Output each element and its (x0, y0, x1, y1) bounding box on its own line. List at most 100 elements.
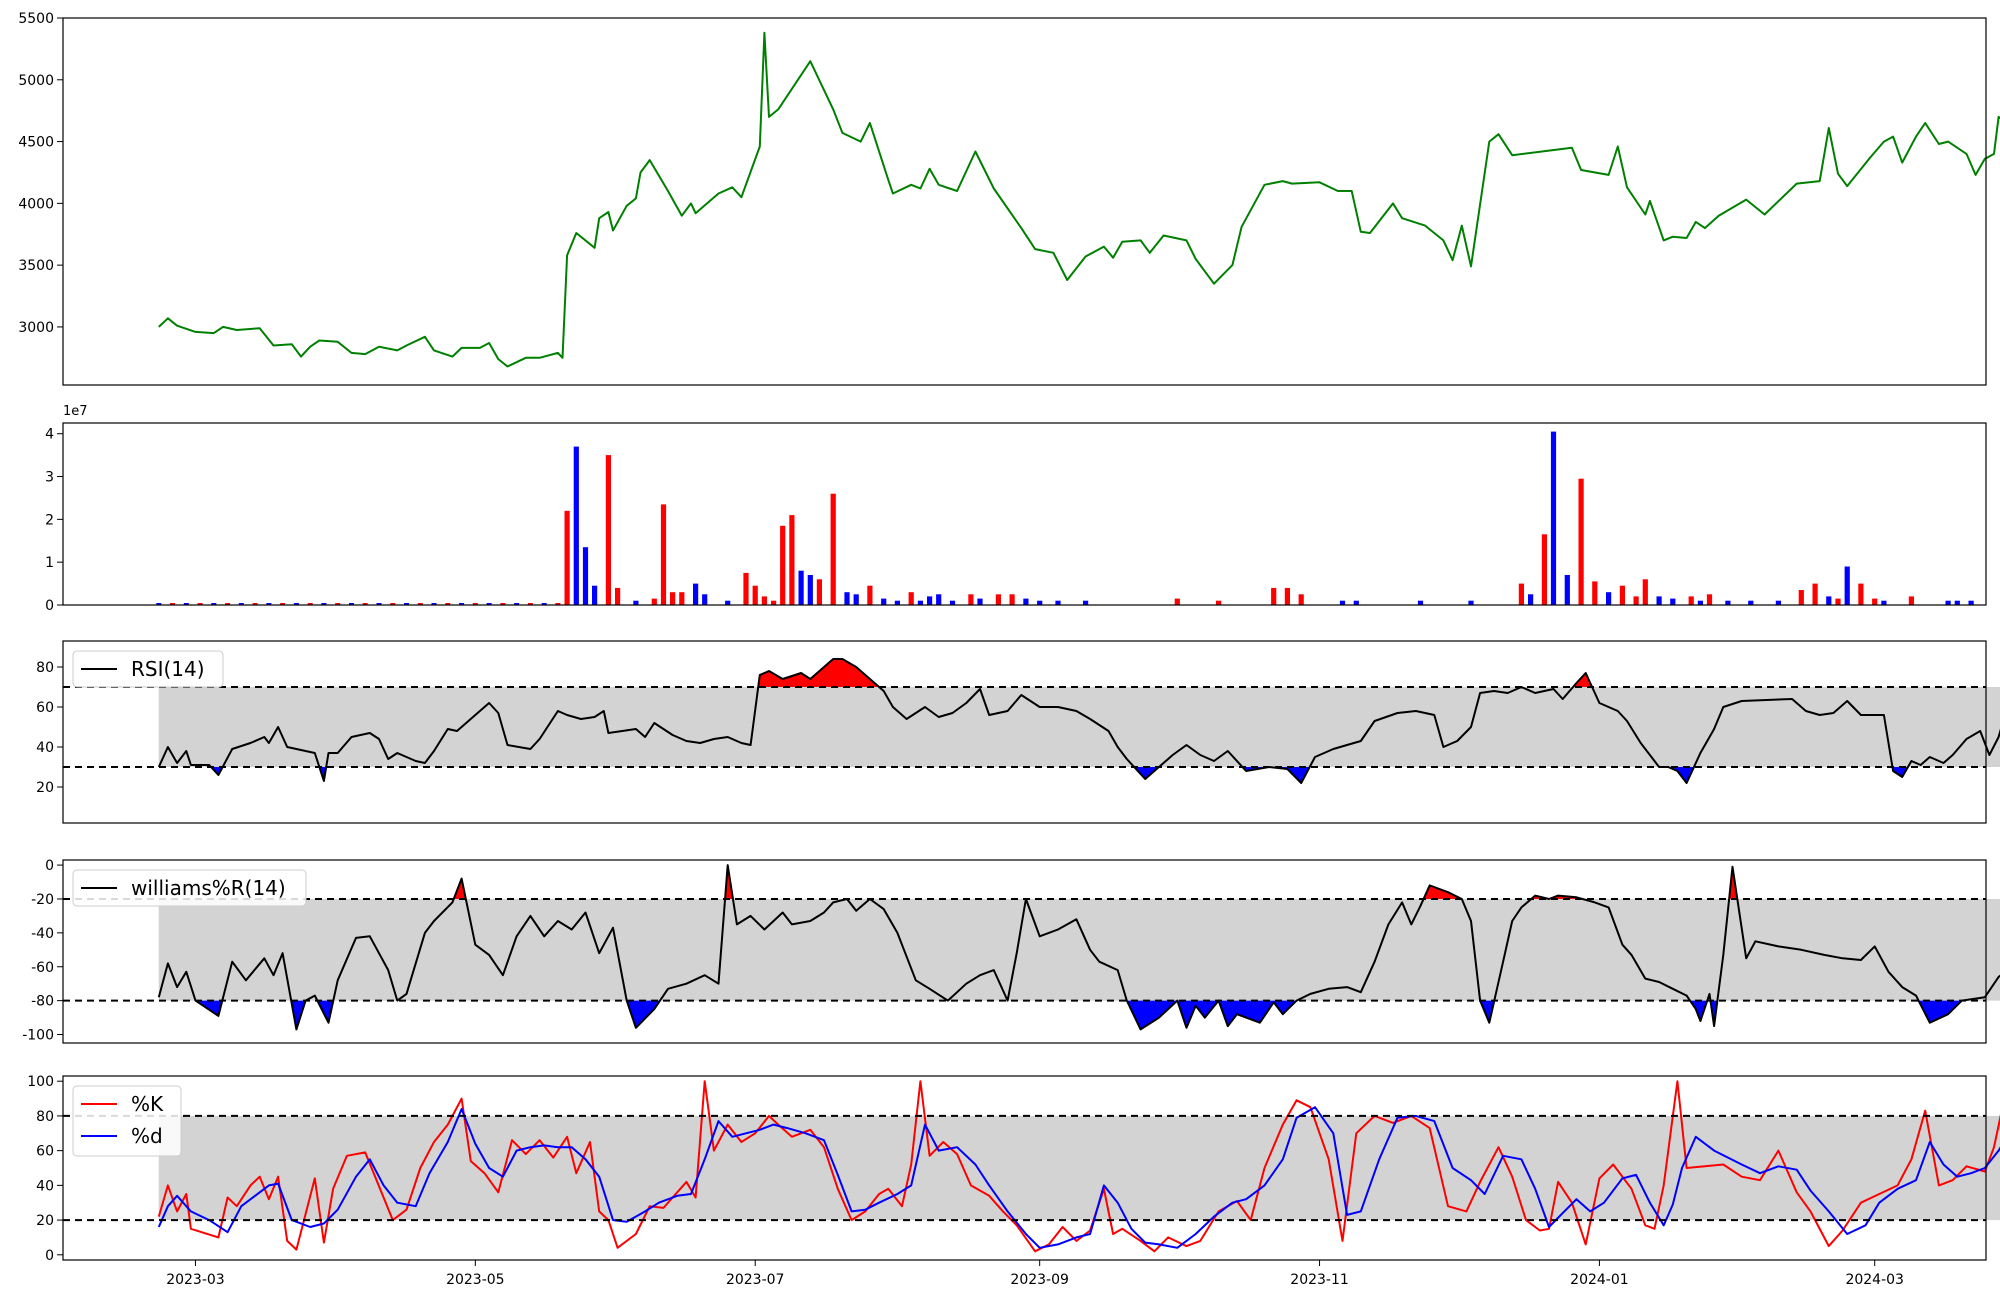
volume-bar (1908, 596, 1914, 605)
oversold-fill-6 (1892, 767, 1908, 777)
oversold-fill-6 (1218, 1000, 1297, 1027)
-d-line (157, 1106, 2000, 1249)
panel-5: 0 20 40 60 80 100 %K %d 2023-03 2023-05 2023-07 202… (27, 1074, 2000, 1288)
volume-bar (917, 600, 923, 605)
volume-bar (1656, 596, 1662, 605)
volume-bar (1619, 585, 1625, 605)
volume-bar (1872, 598, 1878, 605)
panel-1: 3000 3500 4000 4500 5000 5500 (18, 11, 2000, 386)
volume-bar (238, 603, 244, 605)
legend: RSI(14) (72, 650, 224, 688)
legend-label: %d (131, 1124, 163, 1148)
volume-bar (390, 603, 396, 605)
volume-bar (949, 600, 956, 605)
oversold-fill-10 (1918, 1000, 1962, 1023)
y-tick-label: 5000 (18, 73, 54, 89)
volume-bar (404, 603, 409, 605)
volume-bar (573, 446, 579, 605)
volume-bar (605, 455, 611, 605)
volume-bar (1592, 581, 1598, 605)
overbought-fill-1 (1573, 673, 1593, 687)
volume-bar (156, 603, 162, 605)
neutral-band (158, 898, 2000, 1001)
volume-bar (564, 510, 570, 605)
volume-bar (1968, 600, 1974, 605)
volume-bar (335, 603, 341, 605)
volume-bar (1417, 600, 1424, 605)
y-tick-label: 0 (45, 1248, 54, 1264)
y-tick-label: 3500 (18, 258, 54, 274)
volume-bar (1271, 587, 1277, 605)
volume-bar (197, 603, 203, 605)
volume-bar (252, 603, 258, 605)
volume-bar (280, 603, 286, 605)
volume-bar (527, 603, 533, 605)
volume-bar (1826, 596, 1832, 605)
volume-bar (807, 575, 813, 605)
volume-bar (459, 603, 465, 605)
volume-bar (1642, 579, 1648, 605)
volume-bar (936, 594, 942, 605)
volume-bar (908, 592, 914, 605)
legend-label: RSI(14) (131, 657, 205, 681)
volume-bar (1688, 596, 1694, 605)
oversold-fill-5 (1177, 1000, 1219, 1028)
x-tick-label: 2023-07 (726, 1272, 785, 1288)
y-tick-label: -40 (31, 926, 54, 942)
volume-bar (321, 603, 327, 605)
volume-bar (293, 603, 299, 605)
volume-bar (1298, 594, 1304, 605)
volume-bar (1174, 598, 1180, 605)
y-tick-label: 60 (36, 700, 54, 716)
volume-bar (1725, 600, 1731, 605)
volume-bar (1353, 600, 1359, 605)
volume-bar (670, 592, 676, 605)
y-tick-label: 0 (45, 598, 54, 614)
volume-bar (472, 603, 478, 605)
volume-bar (702, 594, 708, 605)
volume-bar (1858, 583, 1864, 605)
volume-bar (881, 598, 887, 605)
legend: %K %d (72, 1085, 182, 1157)
volume-bar (798, 570, 804, 605)
axes-frame (62, 17, 1987, 386)
volume-bar (651, 598, 657, 605)
volume-bar (582, 547, 589, 605)
volume-bar (679, 592, 685, 605)
volume-bar (1468, 600, 1474, 605)
axes-frame (62, 640, 1987, 824)
volume-bar (1775, 600, 1781, 605)
panel-3: 20 40 60 80 RSI(14) (36, 640, 2000, 824)
y-tick-label: -20 (31, 892, 54, 908)
oversold-fill-2 (1134, 767, 1159, 779)
y-tick-label: 80 (36, 1109, 54, 1125)
volume-bar (514, 603, 520, 605)
neutral-band (158, 1115, 2000, 1221)
volume-bar (211, 603, 217, 605)
volume-bar (500, 603, 506, 605)
volume-bar (592, 585, 598, 605)
y-tick-label: 80 (36, 660, 54, 676)
volume-bar (307, 603, 313, 605)
volume-bar (1055, 600, 1061, 605)
volume-bar (615, 587, 621, 605)
y-tick-label: 3 (45, 470, 54, 486)
neutral-band (158, 687, 2000, 767)
volume-bar (1748, 600, 1754, 605)
volume-bar (225, 603, 231, 605)
volume-bar (1881, 600, 1887, 605)
-k-line (157, 1080, 2000, 1253)
y-tick-label: 20 (36, 780, 54, 796)
volume-bar (1812, 583, 1818, 605)
price-line (158, 31, 2000, 368)
volume-bar (555, 603, 561, 605)
x-tick-label: 2024-01 (1570, 1272, 1629, 1288)
axes-frame (62, 1075, 1987, 1261)
volume-bar (853, 594, 859, 605)
axes-frame (62, 422, 1987, 606)
x-tick-label: 2023-05 (446, 1272, 505, 1288)
volume-bar (1009, 594, 1015, 605)
legend-label: %K (131, 1092, 164, 1116)
